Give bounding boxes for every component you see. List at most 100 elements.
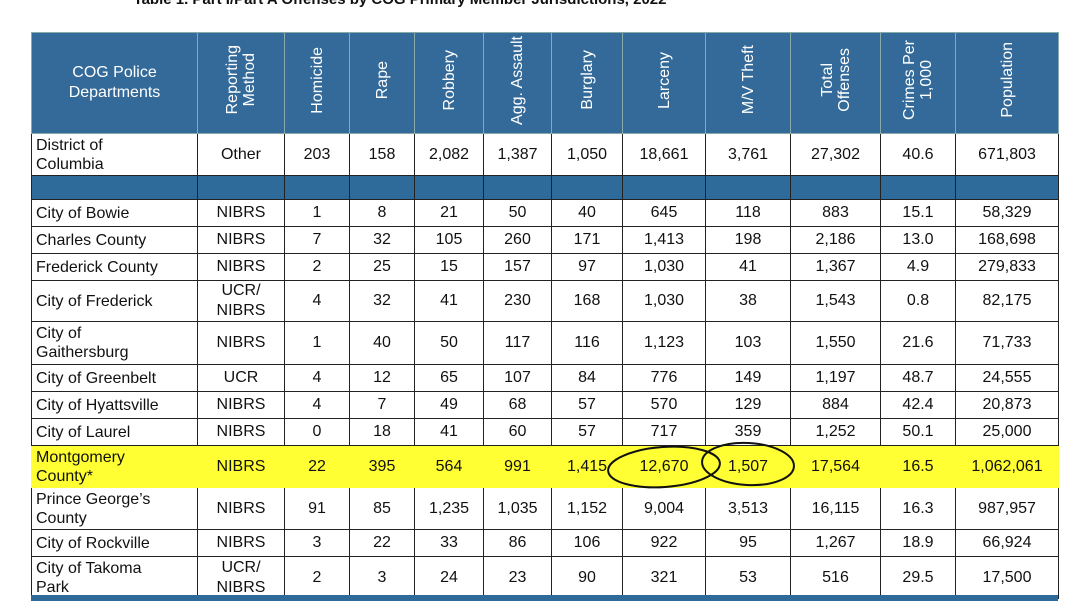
cell: 41 (414, 418, 484, 446)
separator-cell (551, 175, 623, 200)
cell: 41 (414, 280, 484, 322)
cell: 776 (622, 364, 706, 392)
cell: 23 (483, 556, 552, 599)
column-header-text: Agg. Assault (509, 35, 526, 125)
cell: 884 (790, 391, 881, 419)
column-header: Burglary (551, 32, 623, 134)
cell: 564 (414, 445, 484, 488)
cell: 395 (349, 445, 415, 488)
cell: 18,661 (622, 133, 706, 176)
cell: 260 (483, 226, 552, 254)
cell: 95 (705, 529, 791, 557)
column-header: Reporting Method (197, 32, 285, 134)
department-name: Frederick County (31, 253, 198, 281)
department-name: City of Frederick (31, 280, 198, 322)
cell: 24 (414, 556, 484, 599)
table-row: City of Gaithersburg NIBRS 1 40 50 117 116 1,12… (31, 321, 1059, 365)
cell: 97 (551, 253, 623, 281)
cell: 25 (349, 253, 415, 281)
cell: 1,252 (790, 418, 881, 446)
cell: 1,367 (790, 253, 881, 281)
cell: 0 (284, 418, 350, 446)
cell: 50 (483, 199, 552, 227)
column-header: Rape (349, 32, 415, 134)
column-header: Agg. Assault (483, 32, 552, 134)
department-name: City of Greenbelt (31, 364, 198, 392)
table-row: Charles County NIBRS 7 32 105 260 171 1,413 198 2… (31, 226, 1059, 254)
cell: 32 (349, 280, 415, 322)
cell: 53 (705, 556, 791, 599)
cell: 41 (705, 253, 791, 281)
cell: NIBRS (197, 321, 285, 365)
cell: 168,698 (955, 226, 1059, 254)
footer-bar (31, 595, 1058, 601)
department-name: Prince George’s County (31, 487, 198, 530)
table-row: Frederick County NIBRS 2 25 15 157 97 1,030 41 1,… (31, 253, 1059, 281)
cell: 4 (284, 280, 350, 322)
cell: 12,670 (622, 445, 706, 488)
cell: 21.6 (880, 321, 956, 365)
cell: 1,507 (705, 445, 791, 488)
cell: 230 (483, 280, 552, 322)
cell: NIBRS (197, 418, 285, 446)
cell: 4 (284, 364, 350, 392)
cell: 1,050 (551, 133, 623, 176)
cell: 16.5 (880, 445, 956, 488)
cell: 85 (349, 487, 415, 530)
separator-cell (197, 175, 285, 200)
cell: 158 (349, 133, 415, 176)
column-header-text: Larceny (655, 51, 673, 109)
cell: 922 (622, 529, 706, 557)
column-header-text: Population (998, 42, 1016, 118)
cell: 84 (551, 364, 623, 392)
cell: 4.9 (880, 253, 956, 281)
cell: NIBRS (197, 529, 285, 557)
cell: 1,030 (622, 280, 706, 322)
cell: 321 (622, 556, 706, 599)
cell: 60 (483, 418, 552, 446)
cell: 22 (284, 445, 350, 488)
cell: 570 (622, 391, 706, 419)
table-row: City of Frederick UCR/ NIBRS 4 32 41 230 168 1,… (31, 280, 1059, 322)
cell: 1,035 (483, 487, 552, 530)
cell: 3,513 (705, 487, 791, 530)
cell: 103 (705, 321, 791, 365)
column-header: Robbery (414, 32, 484, 134)
cell: 3,761 (705, 133, 791, 176)
separator-cell (880, 175, 956, 200)
table-row: City of Takoma Park UCR/ NIBRS 2 3 24 23 90 321… (31, 556, 1059, 599)
column-header: COG Police Departments (31, 32, 198, 134)
cell: 645 (622, 199, 706, 227)
cell: 106 (551, 529, 623, 557)
cell: Other (197, 133, 285, 176)
cell: 1,415 (551, 445, 623, 488)
cell: 24,555 (955, 364, 1059, 392)
cell: 71,733 (955, 321, 1059, 365)
cell: 49 (414, 391, 484, 419)
cell: 1 (284, 199, 350, 227)
table-row: City of Greenbelt UCR 4 12 65 107 84 776 149 1,19… (31, 364, 1059, 392)
department-name: City of Bowie (31, 199, 198, 227)
cell: 1,413 (622, 226, 706, 254)
cell: 42.4 (880, 391, 956, 419)
column-header: Total Offenses (790, 32, 881, 134)
cell: 65 (414, 364, 484, 392)
column-header: Larceny (622, 32, 706, 134)
cell: 129 (705, 391, 791, 419)
cell: 987,957 (955, 487, 1059, 530)
cell: 15.1 (880, 199, 956, 227)
department-name: Charles County (31, 226, 198, 254)
separator-cell (414, 175, 484, 200)
cell: 48.7 (880, 364, 956, 392)
cell: 516 (790, 556, 881, 599)
separator-cell (349, 175, 415, 200)
cell: 27,302 (790, 133, 881, 176)
cell: 1,235 (414, 487, 484, 530)
cell: 991 (483, 445, 552, 488)
column-header-text: Homicide (308, 46, 326, 114)
cell: 86 (483, 529, 552, 557)
cell: 17,500 (955, 556, 1059, 599)
cell: NIBRS (197, 226, 285, 254)
column-header-text: M/V Theft (739, 45, 757, 115)
cell: NIBRS (197, 253, 285, 281)
